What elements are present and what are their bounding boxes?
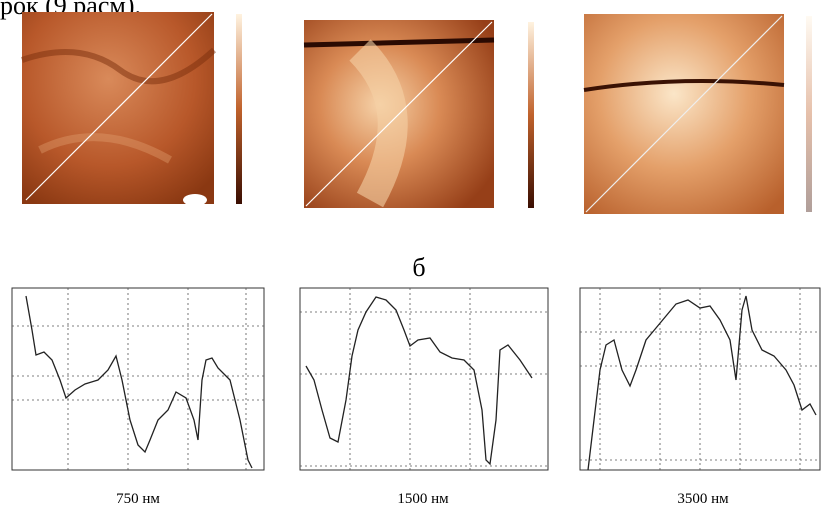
profile-3	[579, 287, 821, 471]
panel-caption: 750 нм	[116, 491, 160, 507]
afm-image-1	[21, 12, 242, 206]
profile-2	[299, 287, 549, 471]
panel-caption: 3500 нм	[677, 491, 729, 507]
profile-1	[11, 287, 265, 471]
afm-image-3	[583, 14, 812, 214]
afm-image-2	[303, 20, 534, 208]
panel-label: б	[412, 253, 425, 282]
panel-caption: 1500 нм	[397, 491, 449, 507]
